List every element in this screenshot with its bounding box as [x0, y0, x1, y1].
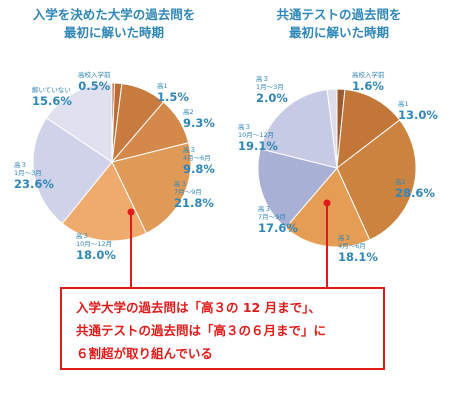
callout-line-3: ６割超が取り組んでいる [76, 346, 213, 361]
callout-line-2: 共通テストの過去問は「高３の６月まで」に [76, 323, 327, 338]
right-title-line-1: 共通テストの過去問を [276, 7, 402, 22]
callout-line-1: 入学大学の過去問は「高３の 12 月まで」、 [76, 300, 321, 315]
right-label-hs3-jul-sep: 高３ 7月～9月 17.6% [258, 205, 298, 235]
right-label-hs2: 高2 28.6% [395, 178, 435, 200]
left-label-hs1: 高1 1.5% [157, 82, 189, 104]
left-label-hs2: 高2 9.3% [183, 108, 215, 130]
right-label-hs3-oct-dec: 高３ 10月～12月 19.1% [238, 123, 278, 153]
callout-box: 入学大学の過去問は「高３の 12 月まで」、 共通テストの過去問は「高３の６月ま… [60, 287, 385, 370]
right-label-hs3-apr-jun: 高３ 4月～6月 18.1% [338, 234, 378, 264]
right-pie [257, 88, 417, 248]
right-label-hs3-jan-mar: 高３ 1月～3月 2.0% [256, 75, 288, 105]
left-label-hs3-apr-jun: 高３ 4月～6月 9.8% [183, 146, 215, 176]
left-title-line-2: 最初に解いた時期 [63, 25, 164, 40]
right-slice-5 [259, 89, 338, 169]
right-chart-title: 共通テストの過去問を 最初に解いた時期 [239, 6, 439, 42]
right-label-hs1: 高1 13.0% [398, 100, 438, 122]
right-connector-dot [323, 199, 331, 207]
right-slice-4 [257, 148, 338, 229]
left-slice-6 [32, 117, 113, 225]
left-label-hs3-oct-dec: 高３ 10月～12月 18.0% [76, 232, 116, 262]
left-label-hs3-jan-mar: 高３ 1月～3月 23.6% [14, 161, 54, 191]
left-slice-7 [45, 82, 113, 163]
callout-connectors [127, 199, 331, 288]
right-slice-1 [336, 88, 401, 170]
left-slice-4 [111, 142, 192, 234]
left-slice-5 [61, 161, 147, 242]
right-slice-6 [326, 88, 338, 169]
right-title-line-2: 最初に解いた時期 [288, 25, 389, 40]
left-label-not-solved: 解いていない 15.6% [32, 86, 72, 108]
right-label-before-hs: 高校入学前 1.6% [352, 71, 385, 93]
left-connector-dot [127, 208, 135, 216]
left-label-hs3-jul-sep: 高３ 7月～9月 21.8% [174, 180, 214, 210]
right-slice-2 [336, 119, 417, 241]
left-label-before-hs: 高校入学前 0.5% [78, 71, 111, 93]
left-chart-title: 入学を決めた大学の過去問を 最初に解いた時期 [14, 6, 214, 42]
left-title-line-1: 入学を決めた大学の過去問を [32, 7, 196, 22]
left-pie [32, 82, 192, 242]
